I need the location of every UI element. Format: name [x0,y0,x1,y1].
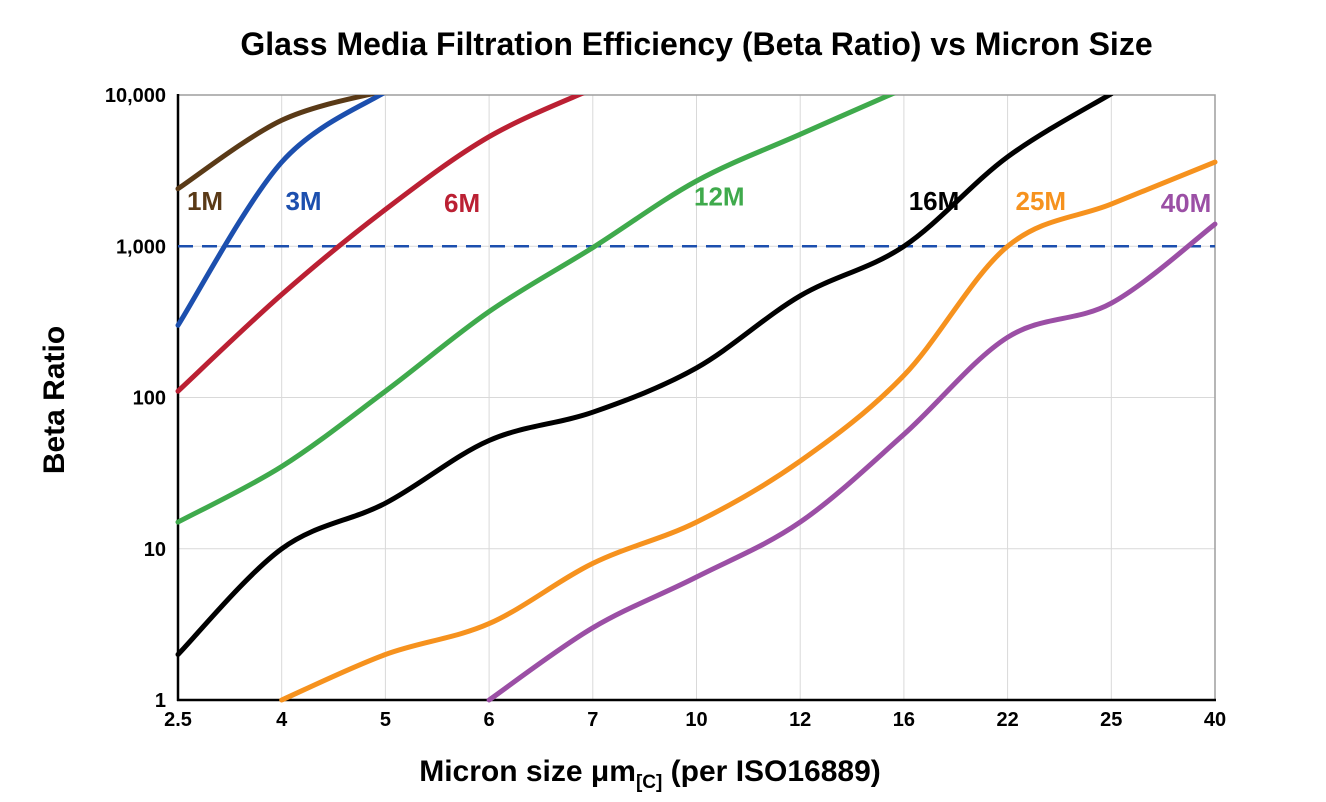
x-tick-label: 4 [276,709,288,731]
series-line-25M [279,159,1218,703]
y-tick-label: 1,000 [116,236,166,258]
series-label-40M: 40M [1161,188,1212,218]
x-tick-label: 5 [380,709,391,731]
x-axis-title-subscript: [C] [635,772,663,793]
series-label-25M: 25M [1016,186,1067,216]
x-tick-label: 7 [587,709,598,731]
y-tick-label: 10,000 [105,85,166,107]
x-tick-label: 16 [893,709,915,731]
series-line-12M [175,95,896,525]
series-line-40M [486,221,1218,703]
series-label-16M: 16M [909,186,960,216]
x-tick-label: 22 [996,709,1018,731]
chart-title: Glass Media Filtration Efficiency (Beta … [240,26,1153,62]
series-label-6M: 6M [444,188,480,218]
x-tick-label: 12 [789,709,811,731]
series-label-12M: 12M [694,182,745,212]
x-tick-label: 2.5 [164,709,192,731]
y-axis-title: Beta Ratio [38,325,71,475]
series-line-3M [175,95,385,328]
x-axis-title: Micron size μm[C] (per ISO16889) [0,755,1300,794]
x-tick-label: 40 [1204,709,1226,731]
x-tick-label: 25 [1100,709,1122,731]
series-line-1M [175,95,379,192]
y-tick-label: 100 [133,388,166,410]
series-line-16M [175,95,1114,657]
series-label-1M: 1M [187,186,223,216]
y-tick-label: 1 [155,690,166,712]
x-tick-label: 6 [484,709,495,731]
x-axis-title-suffix: (per ISO16889) [662,755,881,788]
y-tick-label: 10 [144,539,166,561]
x-tick-label: 10 [685,709,707,731]
series-label-3M: 3M [285,186,321,216]
series-line-6M [175,95,585,394]
x-axis-title-main: Micron size μm [419,755,636,788]
